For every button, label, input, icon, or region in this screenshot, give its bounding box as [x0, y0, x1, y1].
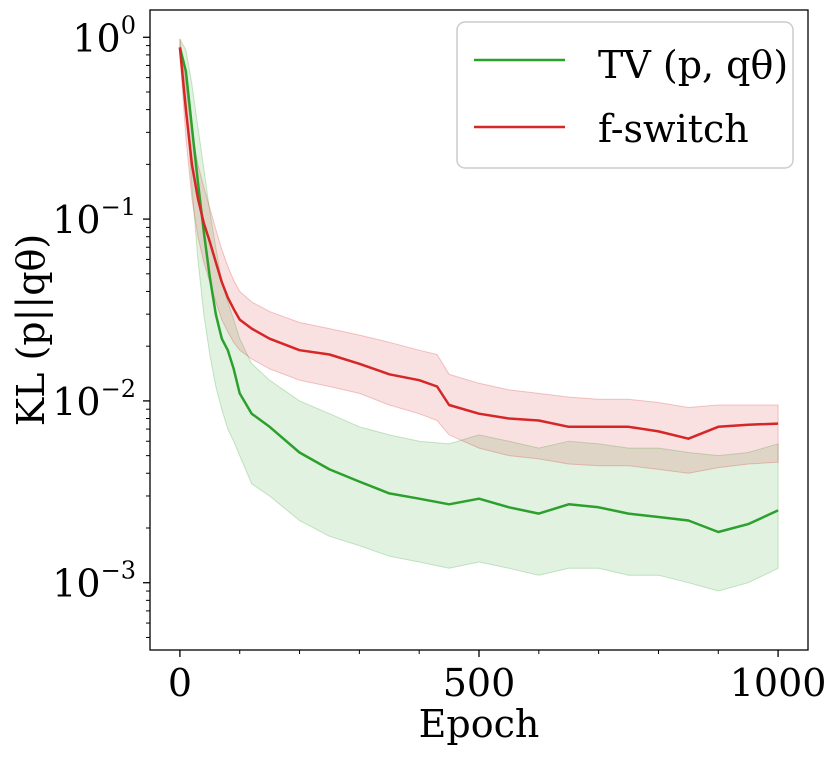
confidence-bands — [179, 38, 779, 592]
y-tick-label: 10−3 — [52, 557, 136, 606]
legend-box — [456, 21, 794, 169]
legend-label-f-switch: f-switch — [598, 107, 749, 151]
y-axis-title: KL (p||qθ) — [9, 234, 53, 427]
x-axis-ticks: 0 500 1000 — [168, 650, 827, 705]
x-tick-label: 1000 — [730, 661, 827, 705]
legend-label-tv: TV (p, qθ) — [598, 43, 788, 87]
legend: TV (p, qθ) f-switch — [456, 21, 794, 169]
y-tick-label: 10−1 — [52, 193, 136, 242]
band-tv — [179, 38, 779, 592]
x-tick-label: 0 — [168, 661, 192, 705]
series-line-tv — [178, 47, 779, 534]
band-f-switch — [179, 38, 779, 474]
series-line-f-switch — [178, 47, 779, 440]
series-lines — [178, 47, 779, 534]
y-tick-label: 10−2 — [52, 375, 136, 424]
y-tick-label: 100 — [72, 11, 136, 60]
x-axis-title: Epoch — [419, 702, 540, 746]
y-axis-ticks: 100 10−1 10−2 10−3 — [52, 11, 150, 638]
x-tick-label: 500 — [443, 661, 516, 705]
